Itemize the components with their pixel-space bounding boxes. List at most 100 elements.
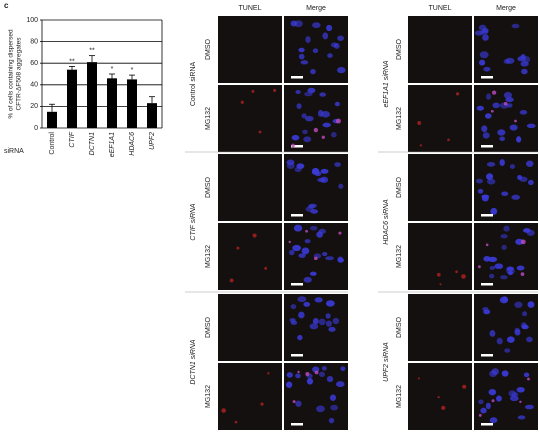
nucleus	[305, 206, 314, 212]
nucleus	[297, 296, 307, 303]
x-tick-label: UPF2	[149, 132, 156, 150]
nucleus	[516, 265, 525, 271]
group-label: CTIF siRNA	[190, 203, 197, 241]
bar	[127, 79, 137, 128]
tunel-signal	[441, 405, 446, 411]
nucleus	[292, 244, 301, 252]
tunel-signal	[490, 109, 494, 113]
tunel-signal	[491, 399, 495, 403]
nucleus	[492, 102, 500, 109]
group-label: UPF2 siRNA	[383, 342, 390, 382]
nucleus	[486, 178, 496, 185]
group-label: DCTN1 siRNA	[190, 339, 197, 384]
nucleus	[316, 405, 325, 413]
tunel-signal	[335, 118, 341, 124]
nucleus	[302, 129, 308, 135]
y-tick-label: 40	[30, 82, 38, 89]
nucleus	[340, 366, 346, 372]
group-label: HDAC6 siRNA	[383, 199, 390, 245]
nucleus	[325, 320, 332, 327]
tunel-signal	[477, 265, 481, 269]
tunel-signal	[313, 127, 319, 133]
nucleus	[301, 113, 307, 119]
nucleus	[295, 89, 301, 95]
nucleus	[300, 60, 309, 65]
nucleus	[326, 376, 334, 383]
nucleus	[298, 311, 305, 319]
nucleus	[319, 92, 327, 97]
nucleus	[298, 253, 306, 258]
nucleus	[338, 183, 344, 189]
nucleus	[289, 249, 295, 256]
tunel-signal	[338, 231, 342, 235]
micrograph	[408, 363, 472, 430]
tunel-signal	[520, 272, 525, 276]
nucleus	[503, 91, 513, 99]
nucleus	[325, 300, 335, 307]
tunel-signal	[417, 377, 420, 380]
row-label: MG132	[396, 245, 403, 268]
nucleus	[489, 273, 495, 279]
nucleus	[318, 371, 326, 378]
nucleus	[321, 110, 331, 118]
nucleus	[286, 372, 293, 378]
tunel-signal	[503, 101, 508, 106]
nucleus	[509, 124, 518, 131]
tunel-signal	[455, 92, 460, 96]
nucleus	[309, 271, 317, 276]
x-tick-label: HDAC6	[129, 132, 136, 156]
tunel-signal	[455, 270, 458, 274]
nucleus	[496, 395, 502, 402]
tunel-signal	[258, 130, 262, 134]
nucleus	[494, 263, 504, 270]
tunel-signal	[305, 371, 310, 377]
nucleus	[506, 336, 515, 343]
row-label: MG132	[396, 385, 403, 408]
nucleus	[303, 276, 312, 283]
micrograph	[218, 294, 282, 361]
tunel-signal	[514, 119, 517, 123]
significance: **	[89, 47, 95, 54]
nucleus	[500, 275, 508, 280]
micrograph	[408, 294, 472, 361]
nucleus	[484, 113, 492, 119]
tunel-signal	[491, 90, 497, 95]
nucleus	[483, 255, 491, 262]
nucleus	[499, 159, 505, 166]
micrograph	[218, 85, 282, 152]
nucleus	[290, 20, 298, 27]
nucleus	[305, 36, 311, 43]
x-tick-label: eEF1A1	[109, 132, 116, 157]
nucleus	[524, 404, 534, 410]
nucleus	[312, 318, 319, 325]
nucleus	[322, 122, 331, 128]
nucleus	[501, 191, 509, 197]
tunel-signal	[264, 266, 268, 270]
tunel-signal	[252, 233, 257, 238]
micrograph	[218, 154, 282, 221]
nucleus	[330, 42, 338, 48]
y-tick-label: 0	[34, 125, 38, 132]
nucleus	[525, 160, 534, 167]
micrograph	[284, 85, 348, 152]
nucleus	[296, 103, 302, 110]
nucleus	[480, 407, 487, 414]
scale-bar	[481, 283, 493, 286]
tunel-signal	[321, 135, 325, 139]
nucleus	[499, 136, 506, 142]
nucleus	[295, 373, 301, 379]
nucleus	[329, 394, 337, 401]
nucleus	[325, 256, 334, 261]
micrograph	[218, 16, 282, 83]
nucleus	[320, 168, 329, 174]
tunel-signal	[417, 121, 422, 125]
micrograph	[408, 223, 472, 290]
tunel-signal	[240, 100, 244, 104]
nucleus	[310, 226, 318, 231]
nucleus	[497, 129, 506, 136]
nucleus	[519, 109, 528, 115]
nucleus	[327, 53, 333, 58]
nucleus	[328, 326, 336, 332]
nucleus	[332, 317, 340, 325]
nucleus	[474, 30, 484, 36]
